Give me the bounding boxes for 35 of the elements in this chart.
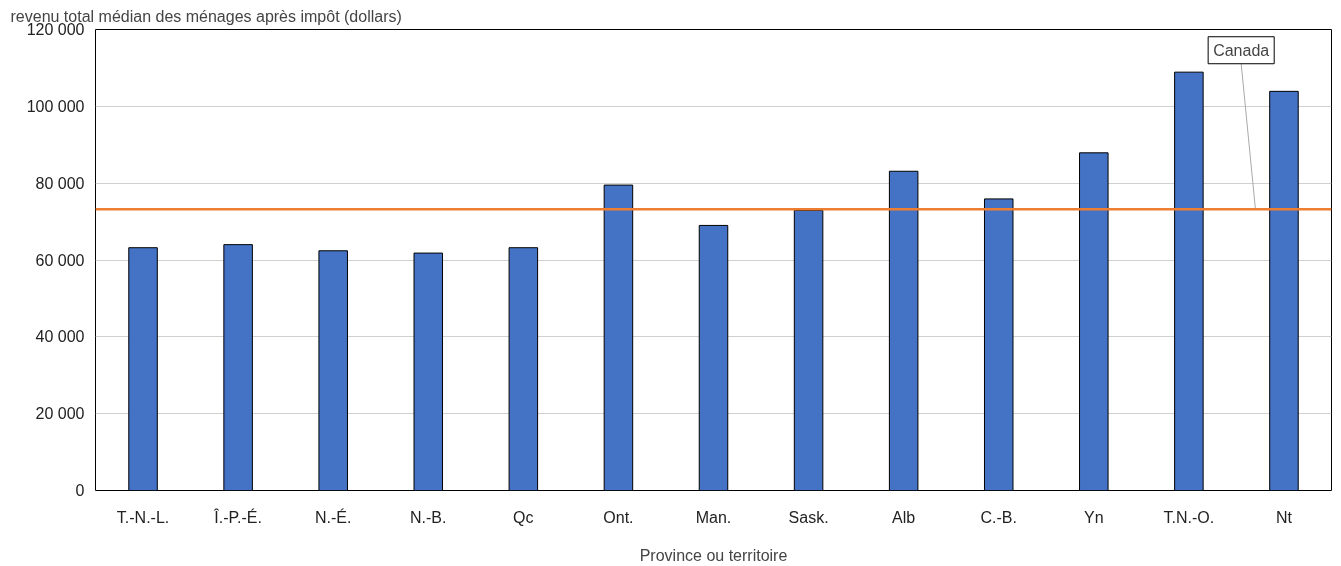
bar [983,198,1014,491]
y-tick-label: 100 000 [26,97,85,115]
bar [413,252,444,491]
bar [128,247,158,491]
y-tick-label: 60 000 [35,251,85,269]
x-tick-label: Man. [695,508,732,526]
bar [1174,71,1204,491]
bar [888,170,919,491]
x-axis-title: Province ou territoire [639,546,788,564]
x-tick-label: Ont. [603,508,634,526]
bar [1079,152,1109,491]
x-tick-label: Î.-P.-É. [213,507,262,526]
y-tick-label: 120 000 [26,21,85,38]
bar [698,224,729,491]
x-tick-label: T.-N.-L. [116,508,170,526]
x-tick-label: Alb [892,508,916,526]
bar [223,244,253,491]
x-tick-label: T.N.-O. [1163,508,1215,526]
bar [793,209,824,491]
bar [318,250,348,491]
x-tick-label: Yn [1084,508,1104,526]
bar [508,247,539,491]
y-tick-label: 40 000 [35,328,85,346]
y-tick-label: 0 [75,482,85,499]
x-tick-label: Qc [513,508,534,526]
y-tick-label: 80 000 [35,174,85,192]
x-tick-label: N.-B. [410,508,447,526]
ref-line-label: Canada [1213,41,1270,59]
bar [603,184,634,491]
x-tick-label: Nt [1275,508,1293,526]
bar [1269,90,1299,491]
x-tick-label: Sask. [788,508,829,526]
x-tick-label: N.-É. [314,507,352,526]
y-tick-label: 20 000 [35,405,85,423]
x-tick-label: C.-B. [980,508,1017,526]
